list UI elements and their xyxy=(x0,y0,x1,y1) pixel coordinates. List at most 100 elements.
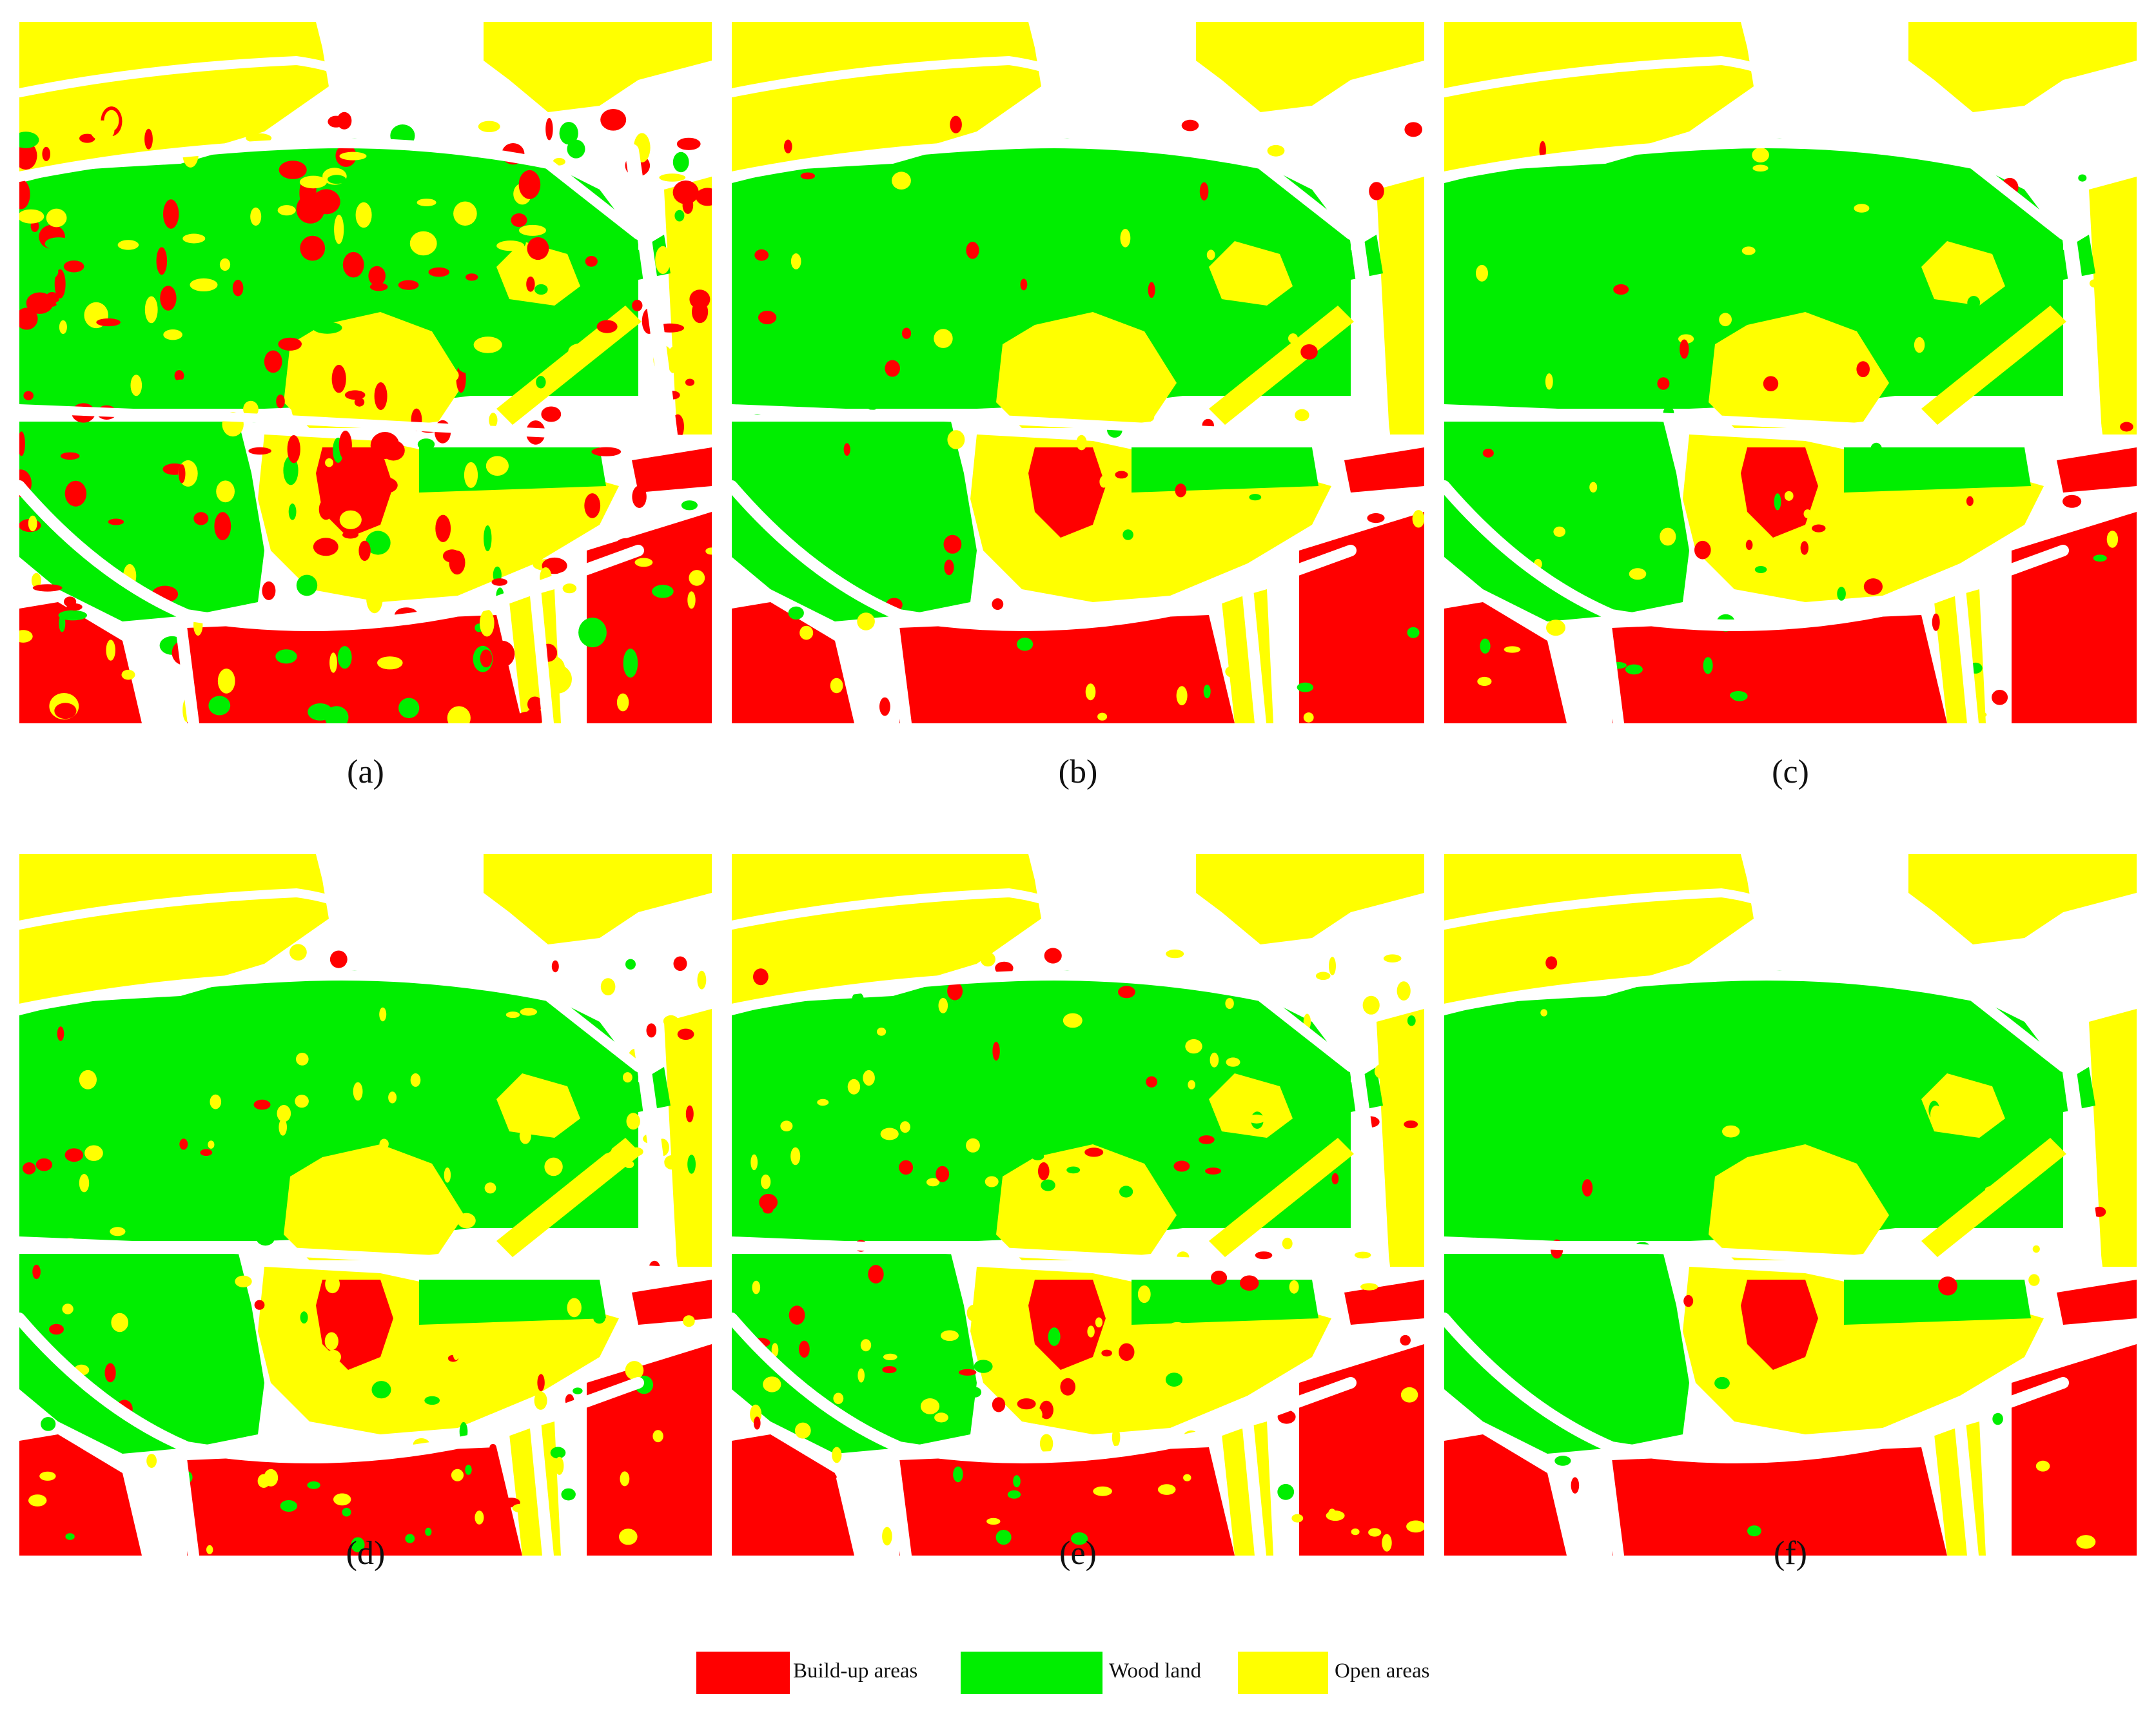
speckle xyxy=(1175,483,1187,498)
speckle xyxy=(632,485,647,508)
speckle xyxy=(1035,167,1048,179)
region-open-right-edge xyxy=(2089,1009,2137,1267)
speckle xyxy=(28,515,37,532)
panel-caption-b: (b) xyxy=(1058,754,1098,790)
speckle xyxy=(1295,409,1309,422)
speckle xyxy=(1850,273,1867,290)
road-curve-left xyxy=(19,480,644,631)
legend-swatch-build-up xyxy=(696,1652,790,1694)
region-open-rect-upper-right xyxy=(1921,1073,2005,1138)
speckle xyxy=(329,950,348,968)
speckle xyxy=(1148,282,1155,298)
speckle xyxy=(1984,1186,2003,1193)
speckle xyxy=(133,1040,151,1049)
road-bottom-left-vertical xyxy=(887,1448,912,1556)
region-build-bottom-left xyxy=(1444,602,1567,723)
region-open-diagonal-bar xyxy=(496,1138,642,1257)
speckle xyxy=(254,1300,265,1310)
speckle xyxy=(160,286,177,311)
speckle xyxy=(659,173,686,182)
speckle xyxy=(358,540,371,562)
speckle xyxy=(64,596,77,607)
speckle xyxy=(584,493,601,518)
speckle xyxy=(276,395,285,409)
region-open-center-upper xyxy=(1709,1144,1889,1260)
speckle xyxy=(689,289,710,309)
speckle xyxy=(1540,1009,1547,1017)
speckle xyxy=(566,226,587,239)
speckle xyxy=(55,300,75,307)
speckle xyxy=(705,547,712,555)
speckle xyxy=(115,1142,135,1162)
speckle xyxy=(1374,1064,1391,1079)
speckle xyxy=(178,1254,186,1265)
map-panel-b xyxy=(732,22,1424,723)
speckle xyxy=(689,570,705,586)
speckle xyxy=(634,558,653,567)
speckle xyxy=(19,308,38,330)
speckle xyxy=(687,1155,696,1174)
speckle xyxy=(968,1387,982,1398)
speckle xyxy=(167,1405,181,1416)
speckle xyxy=(278,337,302,351)
speckle xyxy=(1360,1283,1378,1291)
speckle xyxy=(2076,1535,2096,1549)
speckle xyxy=(106,640,115,661)
speckle xyxy=(537,1374,545,1391)
speckle xyxy=(298,500,308,529)
speckle xyxy=(1226,1057,1240,1067)
speckle xyxy=(852,992,864,1007)
speckle xyxy=(65,1533,75,1540)
speckle xyxy=(1613,284,1629,295)
speckle xyxy=(1714,1376,1730,1390)
speckle xyxy=(1703,657,1713,674)
speckle xyxy=(465,1465,472,1475)
speckle xyxy=(1930,1105,1943,1124)
speckle xyxy=(652,1430,663,1443)
speckle xyxy=(868,1265,884,1284)
speckle xyxy=(511,213,527,228)
speckle xyxy=(672,151,689,173)
speckle xyxy=(1354,1251,1371,1259)
speckle xyxy=(253,1099,271,1110)
road-bottom-vertical xyxy=(1242,583,1266,723)
speckle xyxy=(1303,712,1314,723)
speckle xyxy=(593,1313,605,1324)
speckle xyxy=(619,1528,638,1545)
speckle xyxy=(790,253,801,269)
speckle xyxy=(1660,464,1672,481)
road-top-band-lower xyxy=(732,888,1072,930)
speckle xyxy=(1085,683,1096,701)
speckle xyxy=(344,390,366,400)
speckle xyxy=(387,1411,407,1423)
region-wood-main xyxy=(732,138,1351,409)
speckle xyxy=(416,1224,424,1236)
speckle xyxy=(562,583,577,594)
speckle xyxy=(214,512,231,541)
speckle xyxy=(512,1503,527,1513)
speckle xyxy=(60,452,80,460)
speckle xyxy=(110,1227,126,1236)
speckle xyxy=(567,139,585,159)
speckle xyxy=(799,625,814,640)
region-build-bottom-left xyxy=(19,1434,142,1556)
speckle xyxy=(398,280,419,290)
speckle xyxy=(992,1397,1006,1412)
speckle xyxy=(662,698,680,721)
region-build-bottom-right xyxy=(1299,1344,1424,1556)
speckle xyxy=(1412,510,1424,528)
speckle xyxy=(1183,1474,1191,1481)
speckle xyxy=(178,464,186,483)
speckle xyxy=(277,1105,291,1122)
speckle xyxy=(739,1028,754,1039)
speckle xyxy=(1007,1490,1021,1499)
speckle xyxy=(620,1471,630,1487)
speckle xyxy=(56,1519,76,1532)
speckle xyxy=(32,584,63,592)
speckle xyxy=(23,1162,36,1175)
speckle xyxy=(1179,359,1195,373)
speckle xyxy=(351,1537,365,1552)
road-curve-left xyxy=(732,480,1357,631)
speckle xyxy=(1657,377,1670,390)
speckle xyxy=(262,581,276,600)
